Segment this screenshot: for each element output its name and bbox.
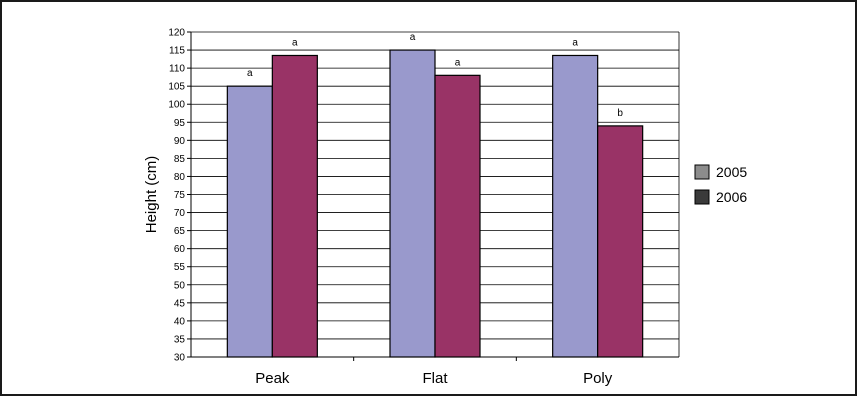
bar-annotation: a (455, 57, 461, 68)
y-tick-label: 100 (168, 100, 185, 111)
x-category-label: Flat (422, 370, 448, 387)
x-category-label: Poly (583, 370, 613, 387)
bar (226, 85, 273, 358)
y-tick-label: 90 (174, 136, 186, 147)
y-tick-label: 80 (174, 172, 186, 183)
legend-swatch (694, 189, 710, 205)
bar-annotation: a (572, 37, 578, 48)
y-tick-label: 60 (174, 244, 186, 255)
y-tick-label: 85 (174, 154, 186, 165)
legend-swatch (694, 164, 710, 180)
bar-annotation: a (292, 37, 298, 48)
legend-label: 2006 (716, 189, 747, 205)
y-tick-label: 55 (174, 262, 186, 273)
y-tick-label: 45 (174, 298, 186, 309)
bar (434, 74, 481, 358)
y-tick-label: 110 (169, 64, 185, 75)
y-tick-label: 30 (174, 353, 186, 364)
bar-annotation: a (410, 32, 416, 43)
y-axis-label: Height (cm) (143, 156, 160, 234)
bar (597, 125, 644, 358)
y-tick-label: 50 (174, 280, 186, 291)
y-tick-label: 40 (174, 316, 186, 327)
y-tick-label: 95 (174, 118, 186, 129)
legend: 2005 2006 (694, 164, 747, 205)
bar (389, 49, 436, 358)
y-tick-label: 115 (169, 46, 185, 57)
y-tick-label: 105 (168, 82, 185, 93)
bar-annotation: b (617, 108, 623, 119)
legend-label: 2005 (716, 164, 747, 180)
y-tick-label: 75 (174, 190, 186, 201)
y-tick-label: 65 (174, 226, 186, 237)
y-tick-label: 120 (168, 28, 185, 39)
y-tick-label: 35 (174, 334, 186, 345)
bar (552, 54, 599, 358)
bar-annotation: a (247, 68, 253, 79)
y-tick-label: 70 (174, 208, 186, 219)
bar (271, 54, 318, 358)
x-category-label: Peak (255, 370, 290, 387)
